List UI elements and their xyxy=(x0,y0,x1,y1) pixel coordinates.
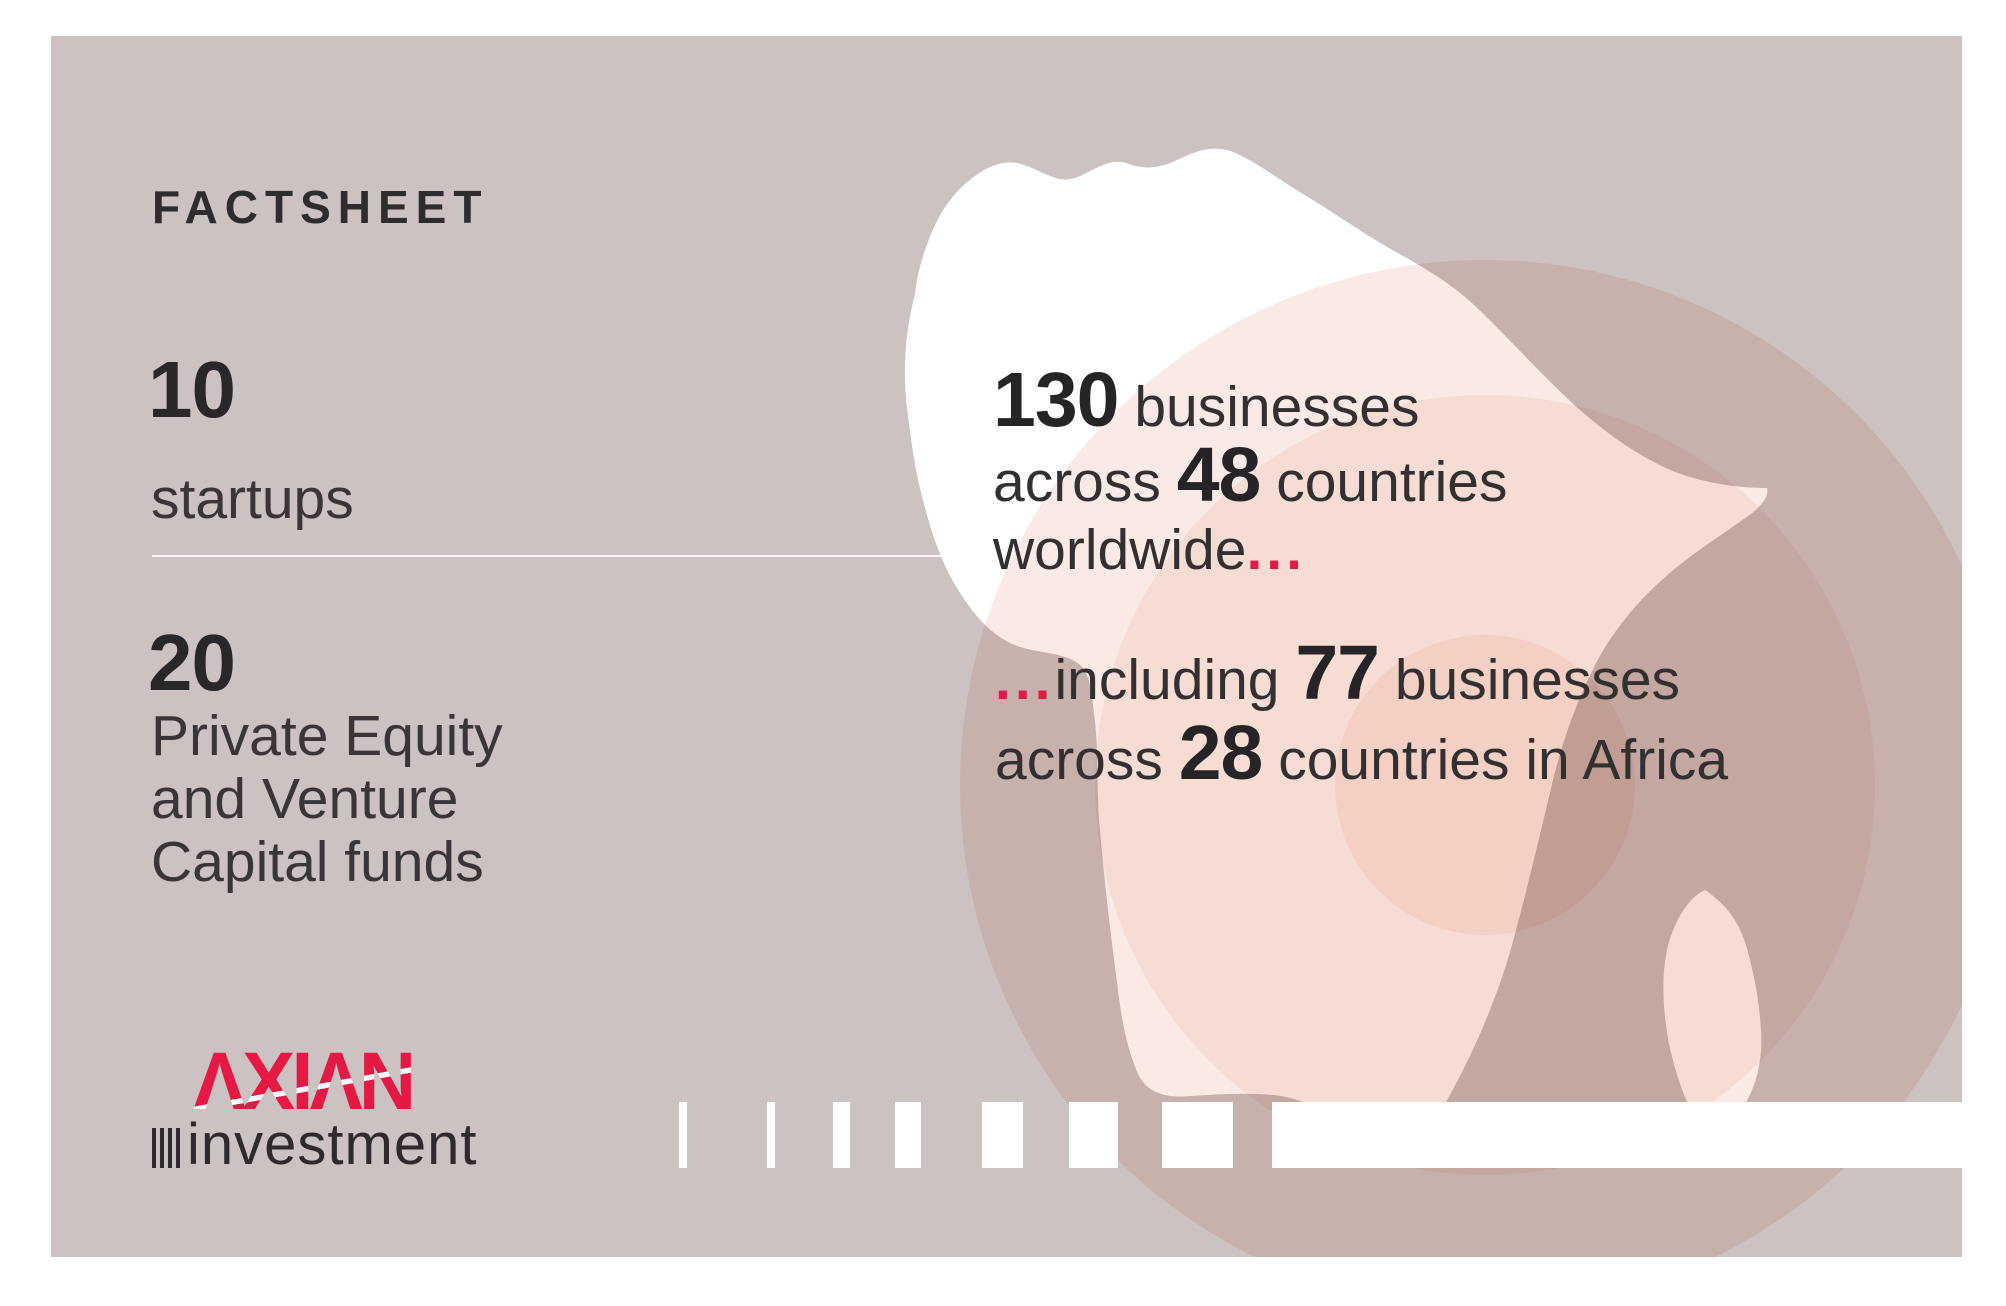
logo-bars-icon xyxy=(152,1128,180,1168)
stat-funds-value: 20 xyxy=(148,618,236,707)
worldwide-countries-count: 48 xyxy=(1176,432,1262,518)
bar-segment xyxy=(982,1102,1023,1168)
callout-worldwide-line3: worldwide... xyxy=(993,518,1306,582)
africa-map-graphic xyxy=(904,148,1962,1257)
bar-segment xyxy=(1162,1102,1233,1168)
callout-worldwide-line1: 130 businesses xyxy=(993,357,1420,443)
africa-businesses-count: 77 xyxy=(1295,630,1380,716)
worldwide-businesses-count: 130 xyxy=(993,357,1119,443)
bar-segment xyxy=(679,1102,687,1168)
red-ellipsis: ... xyxy=(1246,518,1306,582)
bar-segment xyxy=(767,1102,775,1168)
bar-segment xyxy=(895,1102,921,1168)
stat-startups-value: 10 xyxy=(148,345,236,434)
segmented-progress-bar xyxy=(51,1102,1962,1168)
radiating-circle-inner xyxy=(1335,635,1635,935)
callout-africa: ...including 77 businesses across 28 cou… xyxy=(995,630,1729,797)
axian-logo-subline: investment xyxy=(152,1116,477,1174)
investment-label: investment xyxy=(187,1112,478,1177)
page-title: FACTSHEET xyxy=(152,181,489,233)
callout-worldwide: 130 businesses across 48 countries world… xyxy=(993,357,1508,584)
axian-logo-wordmark: ΛXIΛN xyxy=(193,1036,416,1127)
factsheet-panel: FACTSHEET 10 startups 20 Private Equity … xyxy=(51,36,1962,1257)
radiating-circle-mid xyxy=(1095,395,1875,1175)
stat-startups-label: startups xyxy=(151,467,354,531)
callout-worldwide-line2: across 48 countries xyxy=(993,432,1508,518)
red-ellipsis: ... xyxy=(995,648,1055,712)
bar-segment xyxy=(1069,1102,1118,1168)
section-divider xyxy=(152,555,943,557)
callout-africa-line1: ...including 77 businesses xyxy=(995,630,1681,716)
stat-funds-label: Private Equity and Venture Capital funds xyxy=(151,704,503,894)
africa-countries-count: 28 xyxy=(1178,710,1264,796)
bar-segment xyxy=(1272,1102,1962,1168)
callout-africa-line2: across 28 countries in Africa xyxy=(995,710,1729,796)
bar-segment xyxy=(833,1102,850,1168)
